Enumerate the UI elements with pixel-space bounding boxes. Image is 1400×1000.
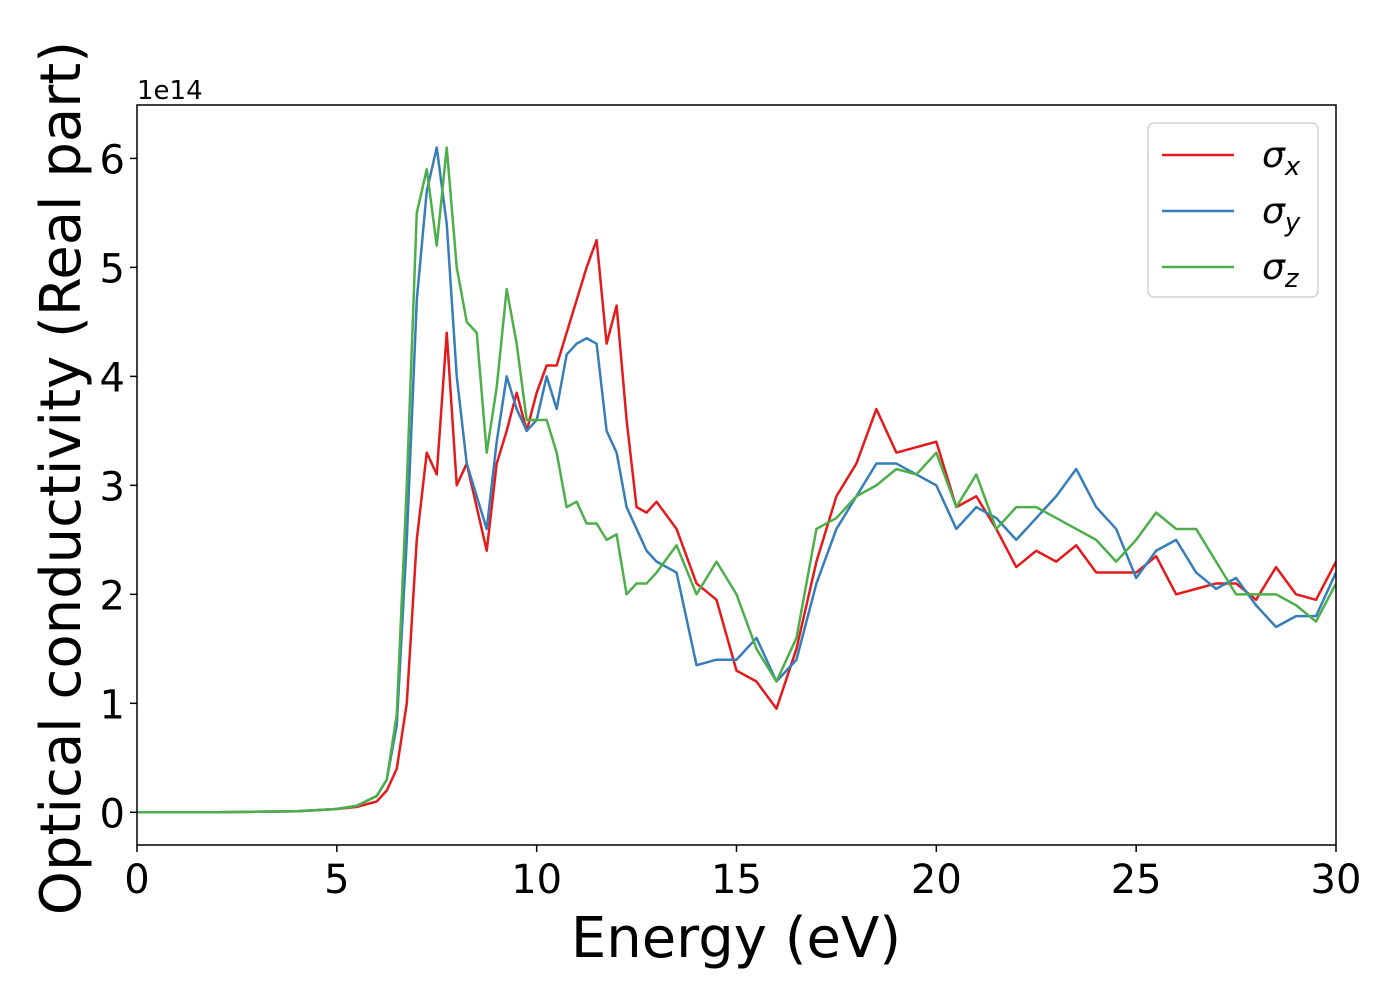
x-tick-label: 10 [511,857,562,903]
x-tick-label: 0 [124,857,149,903]
y-tick-label: 6 [100,137,125,183]
y-axis-label: Optical conductivity (Real part) [29,41,94,915]
x-tick-label: 5 [324,857,349,903]
legend-label: σy [1262,191,1301,238]
legend-label: σz [1262,247,1300,294]
y-tick-label: 2 [100,573,125,619]
y-offset-label: 1e14 [137,76,203,106]
y-tick-label: 0 [100,791,125,837]
x-tick-label: 20 [911,857,962,903]
series-line [137,238,1336,814]
y-tick-label: 5 [100,246,125,292]
y-tick-label: 3 [100,464,125,510]
x-axis-label: Energy (eV) [571,906,901,971]
y-tick-label: 4 [100,355,125,401]
plot-frame [136,104,1337,846]
y-tick-label: 1 [100,682,125,728]
x-tick-label: 30 [1311,857,1362,903]
legend-label: σx [1262,135,1301,182]
series-line [137,146,1336,814]
x-tick-label: 15 [711,857,762,903]
series-line [137,146,1336,814]
x-tick-label: 25 [1111,857,1162,903]
